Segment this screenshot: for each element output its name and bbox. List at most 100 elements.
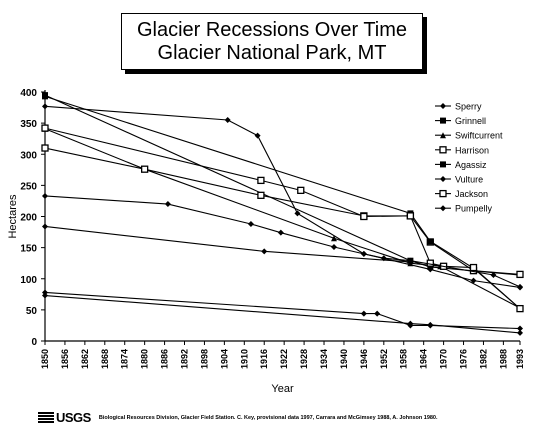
data-point-pumpelly	[277, 229, 284, 236]
data-point-pumpelly	[360, 250, 367, 257]
data-point-harrison	[41, 144, 49, 152]
data-point-vulture	[360, 310, 367, 317]
series-line-pumpelly	[44, 295, 521, 334]
x-tick-label: 1982	[478, 349, 488, 369]
legend-label: Sperry	[455, 102, 482, 112]
legend-label: Grinnell	[455, 116, 486, 126]
data-point-jackson	[426, 259, 434, 267]
data-point-jackson	[406, 212, 415, 220]
x-tick-label: 1988	[498, 349, 508, 369]
x-tick-label: 1970	[439, 349, 449, 369]
x-tick-label: 1976	[459, 349, 469, 369]
legend-marker	[439, 189, 447, 198]
data-point-jackson	[41, 124, 49, 132]
x-tick-label: 1904	[219, 349, 229, 369]
series-line-pumpelly	[44, 195, 521, 288]
data-point-pumpelly	[380, 255, 387, 262]
data-point-harrison	[141, 165, 149, 173]
data-point-pumpelly	[407, 320, 414, 327]
data-point-pumpelly	[42, 223, 48, 230]
x-tick-label: 1886	[160, 349, 170, 369]
data-point-jackson	[297, 186, 305, 195]
x-tick-label: 1874	[120, 349, 130, 369]
x-tick-label: 1934	[319, 349, 329, 369]
legend-marker	[440, 117, 446, 124]
data-credit: Biological Resources Division, Glacier F…	[98, 414, 438, 421]
y-tick-label: 100	[20, 275, 37, 286]
y-tick-label: 0	[31, 337, 37, 348]
chart-subtitle: Glacier National Park, MT	[157, 41, 387, 64]
data-point-sperry	[294, 210, 301, 217]
data-point-jackson	[516, 304, 524, 313]
data-point-grinnell	[427, 263, 434, 270]
data-point-pumpelly	[407, 258, 414, 265]
series-line-pumpelly	[44, 225, 411, 263]
data-point-pumpelly	[42, 192, 48, 199]
legend-label: Vulture	[455, 175, 483, 185]
series-line-vulture	[44, 291, 521, 330]
legend-marker	[440, 176, 446, 182]
x-tick-label: 1958	[399, 349, 409, 369]
y-tick-label: 350	[20, 119, 37, 130]
x-tick-label: 1892	[180, 349, 190, 369]
x-tick-label: 1868	[100, 349, 110, 369]
data-point-swiftcurrent	[330, 235, 337, 242]
x-tick-label: 1856	[60, 349, 70, 369]
y-tick-label: 150	[20, 244, 37, 255]
data-point-pumpelly	[247, 220, 254, 227]
series-line-harrison	[44, 147, 521, 275]
usgs-logo-text: USGS	[56, 410, 91, 425]
data-point-sperry	[254, 132, 261, 139]
data-point-sperry	[42, 103, 48, 110]
x-tick-label: 1928	[299, 349, 309, 369]
x-tick-label: 1910	[239, 349, 249, 369]
legend-label: Jackson	[455, 189, 488, 199]
x-axis-label: Year	[271, 383, 294, 395]
usgs-logo: USGS	[38, 410, 91, 425]
x-tick-label: 1862	[80, 349, 90, 369]
data-point-jackson	[360, 212, 368, 221]
data-point-pumpelly	[330, 244, 337, 251]
x-tick-label: 1993	[515, 349, 525, 369]
data-point-pumpelly	[427, 321, 434, 328]
data-point-jackson	[469, 263, 478, 272]
data-point-harrison	[257, 191, 265, 199]
y-tick-label: 250	[20, 181, 37, 192]
data-point-agassiz	[42, 93, 48, 100]
x-tick-label: 1922	[279, 349, 289, 369]
data-point-pumpelly	[42, 292, 48, 299]
legend-label: Harrison	[455, 145, 489, 155]
data-point-pumpelly	[517, 283, 523, 290]
y-axis-label: Hectares	[7, 194, 19, 239]
y-tick-label: 300	[20, 150, 37, 161]
legend-marker	[440, 205, 446, 212]
data-point-pumpelly	[517, 329, 523, 336]
data-point-jackson	[257, 176, 265, 185]
series-line-swiftcurrent	[44, 128, 521, 309]
x-tick-label: 1940	[339, 349, 349, 369]
x-tick-label: 1850	[40, 349, 50, 369]
footer: USGS Biological Resources Division, Glac…	[38, 410, 438, 425]
chart-title-box: Glacier Recessions Over Time Glacier Nat…	[121, 13, 423, 70]
data-point-sperry	[470, 277, 477, 284]
legend-label: Swiftcurrent	[455, 131, 503, 141]
data-point-pumpelly	[261, 248, 268, 255]
data-point-vulture	[42, 289, 48, 296]
glacier-line-chart: 0 50 100 150 200 250 300 350 400 1850 1856 1862 1868…	[7, 88, 525, 395]
x-tick-label: 1964	[419, 349, 429, 369]
data-point-vulture	[374, 310, 381, 317]
legend-label: Pumpelly	[455, 204, 493, 214]
x-tick-label: 1952	[379, 349, 389, 369]
series-line-jackson	[44, 127, 521, 310]
x-tick-label: 1916	[259, 349, 269, 369]
chart-title: Glacier Recessions Over Time	[136, 18, 408, 41]
usgs-wave-icon	[38, 411, 54, 424]
y-tick-label: 400	[20, 88, 37, 99]
x-tick-label: 1880	[140, 349, 150, 369]
data-point-pumpelly	[490, 272, 497, 279]
legend-label: Agassiz	[455, 160, 487, 170]
series-line-sperry	[44, 105, 521, 289]
data-point-vulture	[517, 325, 523, 332]
y-tick-label: 200	[20, 213, 37, 224]
x-tick-label: 1898	[199, 349, 209, 369]
